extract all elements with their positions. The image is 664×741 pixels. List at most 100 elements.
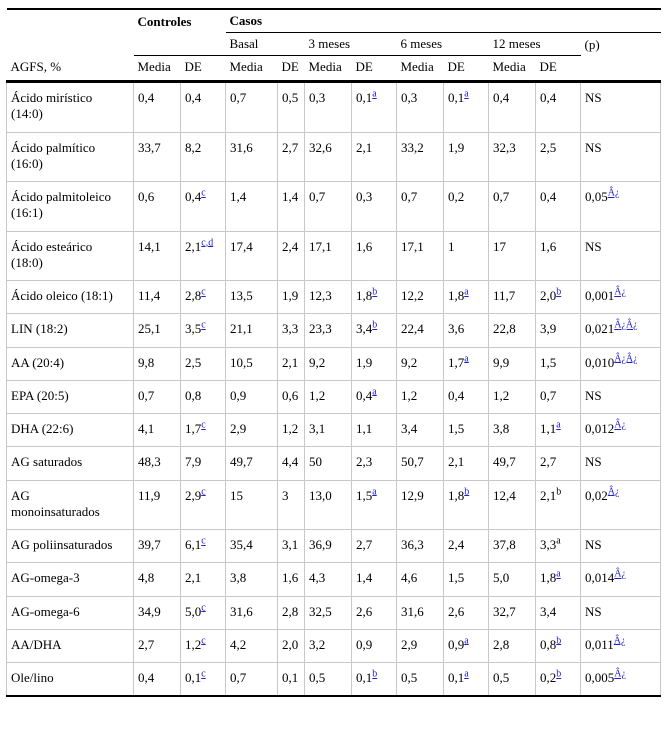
- footnote-marker[interactable]: b: [372, 669, 377, 680]
- footnote-link[interactable]: b: [372, 286, 378, 298]
- footnote-marker[interactable]: b: [556, 635, 561, 646]
- footnote-marker[interactable]: Â¿: [614, 569, 626, 580]
- footnote-link[interactable]: c: [201, 319, 206, 331]
- table-cell: 31,6: [225, 596, 278, 630]
- footnote-marker[interactable]: c: [201, 536, 205, 547]
- footnote-link[interactable]: b: [372, 668, 378, 680]
- footnote-marker[interactable]: b: [556, 669, 561, 680]
- footnote-marker[interactable]: c: [201, 602, 205, 613]
- table-cell: 0,4: [535, 181, 581, 232]
- footnote-marker[interactable]: a: [464, 353, 468, 364]
- footnote-marker[interactable]: c: [201, 320, 205, 331]
- footnote-marker[interactable]: a: [556, 420, 560, 431]
- table-cell: 3,1: [277, 529, 305, 564]
- footnote-marker[interactable]: c: [201, 635, 205, 646]
- footnote-link[interactable]: c: [201, 419, 206, 431]
- footnote-marker[interactable]: Â¿: [608, 188, 620, 199]
- table-cell: 12,3: [304, 280, 352, 315]
- footnote-link[interactable]: a: [372, 386, 377, 398]
- footnote-link[interactable]: a: [372, 486, 377, 498]
- footnote-marker[interactable]: c: [201, 669, 205, 680]
- table-cell: 2,8: [488, 629, 536, 664]
- table-cell: 1,7c: [180, 413, 226, 448]
- table-cell: 3,4: [535, 596, 581, 630]
- footnote-marker[interactable]: c: [201, 287, 205, 298]
- footnote-marker[interactable]: a: [372, 386, 376, 397]
- footnote-link[interactable]: b: [556, 286, 562, 298]
- footnote-marker[interactable]: Â¿: [614, 669, 626, 680]
- table-cell: 0,3: [304, 81, 352, 133]
- footnote-link[interactable]: a: [464, 353, 469, 365]
- footnote-link[interactable]: c: [201, 635, 206, 647]
- footnote-link[interactable]: Â¿Â¿: [614, 353, 638, 365]
- footnote-link[interactable]: a: [464, 286, 469, 298]
- footnote-marker[interactable]: Â¿: [614, 287, 626, 298]
- table-cell: 2,5: [535, 132, 581, 182]
- footnote-link[interactable]: c,d: [201, 237, 214, 249]
- footnote-marker[interactable]: c,d: [201, 237, 213, 248]
- empty-cell: [580, 55, 661, 83]
- footnote-link[interactable]: b: [372, 319, 378, 331]
- period-header-6-meses: 6 meses: [396, 32, 489, 56]
- footnote-link[interactable]: Â¿Â¿: [614, 319, 638, 331]
- footnote-marker[interactable]: c: [201, 420, 205, 431]
- footnote-marker[interactable]: c: [201, 188, 205, 199]
- footnote-marker[interactable]: a: [372, 89, 376, 100]
- footnote-link[interactable]: Â¿: [614, 668, 626, 680]
- table-cell: 1,2: [304, 380, 352, 415]
- footnote-marker[interactable]: a: [556, 569, 560, 580]
- de-header: DE: [351, 55, 397, 83]
- footnote-link[interactable]: a: [464, 635, 469, 647]
- footnote-marker[interactable]: a: [464, 635, 468, 646]
- table-row: AA (20:4) 9,8 2,5 10,5 2,1 9,2 1,9 9,2 1,7a 9,9 1,…: [6, 347, 662, 381]
- table-cell: 0,8: [180, 380, 226, 415]
- table-cell: 4,1: [133, 413, 181, 448]
- footnote-marker[interactable]: b: [372, 320, 377, 331]
- footnote-marker[interactable]: a: [464, 89, 468, 100]
- footnote-marker[interactable]: a: [372, 486, 376, 497]
- footnote-link[interactable]: Â¿: [614, 286, 626, 298]
- table-cell: 1,2: [396, 380, 444, 415]
- footnote-link[interactable]: c: [201, 187, 206, 199]
- footnote-marker[interactable]: Â¿: [608, 486, 620, 497]
- table-cell: 49,7: [225, 446, 278, 481]
- footnote-marker[interactable]: Â¿: [614, 420, 626, 431]
- table-row: Ácido esteárico (18:0) 14,1 2,1c,d 17,4 2,4 1…: [6, 231, 662, 281]
- footnote-link[interactable]: Â¿: [614, 419, 626, 431]
- footnote-link[interactable]: b: [464, 486, 470, 498]
- footnote-link[interactable]: c: [201, 535, 206, 547]
- footnote-link[interactable]: a: [464, 668, 469, 680]
- table-cell: 1,8a: [535, 562, 581, 597]
- footnote-marker[interactable]: b: [464, 486, 469, 497]
- table-cell: 0,5: [304, 662, 352, 697]
- footnote-link[interactable]: a: [372, 88, 377, 100]
- footnote-link[interactable]: Â¿: [607, 187, 620, 199]
- footnote-link[interactable]: Â¿: [607, 486, 620, 498]
- table-cell: 0,4: [535, 81, 581, 133]
- footnote-link[interactable]: c: [201, 668, 206, 680]
- table-row: Ácido palmitoleico (16:1) 0,6 0,4c 1,4 1,4 0,…: [6, 181, 662, 232]
- footnote-link[interactable]: c: [201, 602, 206, 614]
- footnote-link[interactable]: b: [556, 668, 562, 680]
- footnote-link[interactable]: a: [556, 568, 561, 580]
- footnote-marker[interactable]: Â¿: [614, 635, 626, 646]
- footnote-marker[interactable]: b: [556, 287, 561, 298]
- footnote-link[interactable]: a: [464, 88, 469, 100]
- table-cell: 0,1: [277, 662, 305, 697]
- footnote-link[interactable]: c: [201, 286, 206, 298]
- footnote-marker[interactable]: b: [372, 287, 377, 298]
- footnote-marker[interactable]: a: [464, 669, 468, 680]
- footnote-link[interactable]: Â¿: [613, 635, 626, 647]
- table-cell: 3,8: [488, 413, 536, 448]
- table-cell: 0,8b: [535, 629, 581, 664]
- table-cell: 3: [277, 480, 305, 530]
- footnote-link[interactable]: a: [556, 419, 561, 431]
- footnote-marker[interactable]: Â¿Â¿: [614, 353, 637, 364]
- footnote-link[interactable]: Â¿: [614, 568, 626, 580]
- table-cell: 32,7: [488, 596, 536, 630]
- footnote-marker[interactable]: c: [201, 486, 205, 497]
- footnote-marker[interactable]: Â¿Â¿: [614, 320, 637, 331]
- footnote-link[interactable]: c: [201, 486, 206, 498]
- footnote-link[interactable]: b: [556, 635, 562, 647]
- footnote-marker[interactable]: a: [464, 287, 468, 298]
